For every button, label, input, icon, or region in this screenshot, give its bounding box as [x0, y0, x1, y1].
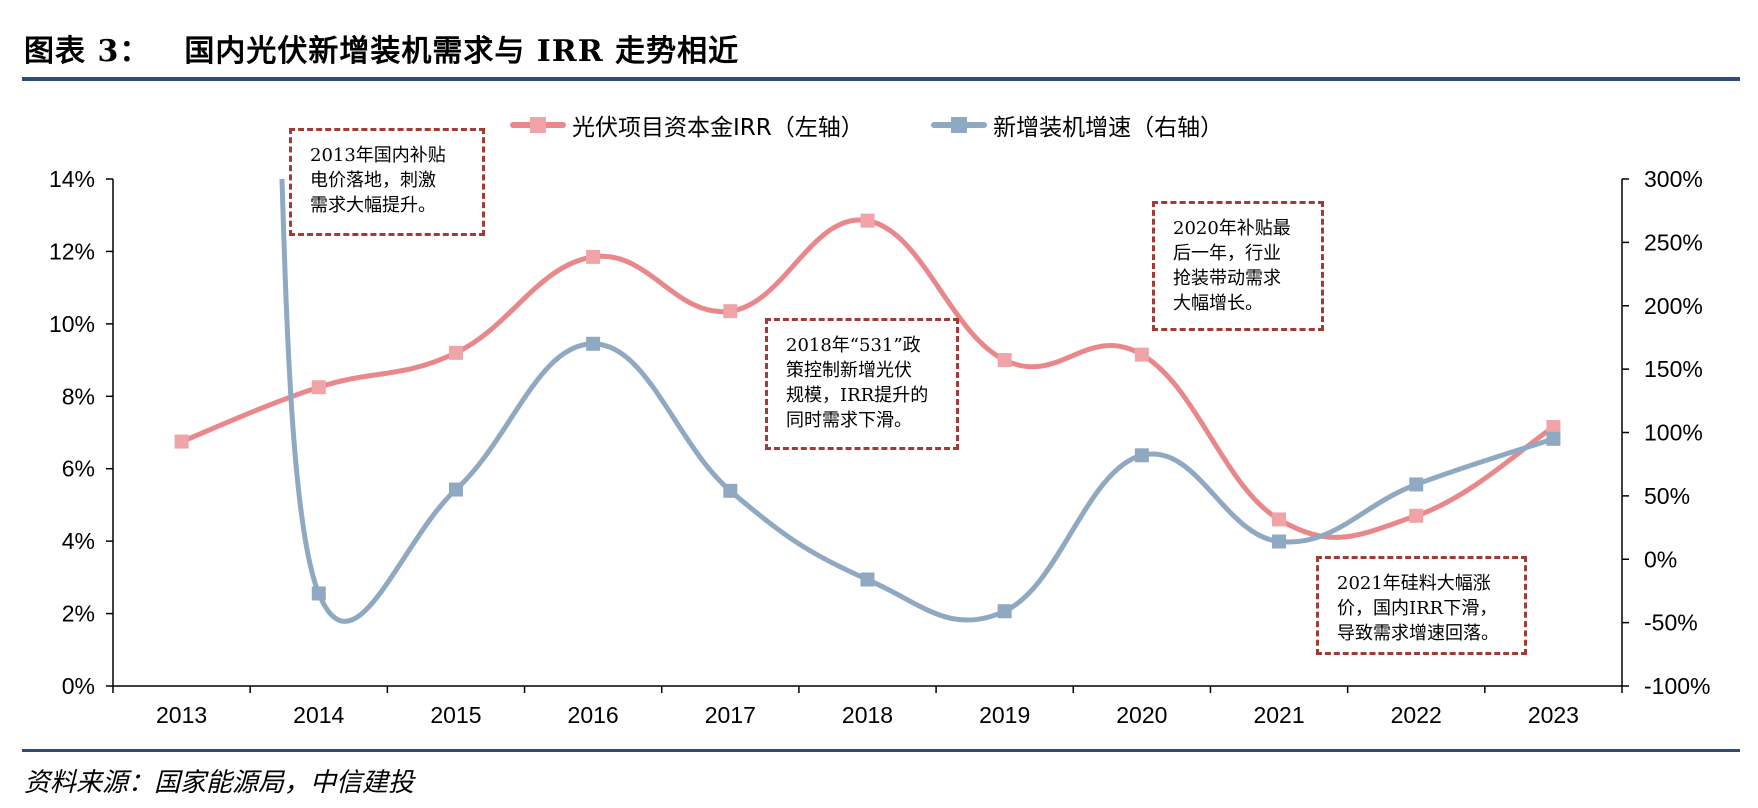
annotation-line: 2020年补贴最: [1173, 218, 1291, 239]
annotation-line: 价，国内IRR下滑，: [1337, 598, 1498, 619]
annotation-line: 2013年国内补贴: [310, 145, 446, 166]
data-point-growth: [997, 604, 1012, 619]
annotation-2021: 2021年硅料大幅涨 价，国内IRR下滑， 导致需求增速回落。: [1316, 556, 1527, 655]
bottom-rule: [22, 749, 1740, 752]
x-tick-label: 2015: [430, 702, 481, 728]
x-tick-label: 2023: [1528, 702, 1579, 728]
right-tick-label: 200%: [1644, 293, 1703, 319]
x-tick-label: 2020: [1116, 702, 1167, 728]
x-tick-label: 2013: [156, 702, 207, 728]
x-tick-label: 2018: [842, 702, 893, 728]
x-tick-label: 2017: [705, 702, 756, 728]
right-tick-label: 100%: [1644, 420, 1703, 446]
annotation-line: 后一年，行业: [1173, 243, 1281, 264]
left-tick-label: 6%: [62, 456, 95, 482]
annotation-2020: 2020年补贴最 后一年，行业 抢装带动需求 大幅增长。: [1152, 201, 1324, 331]
legend-label-irr: 光伏项目资本金IRR（左轴）: [572, 115, 864, 141]
right-tick-label: 50%: [1644, 483, 1690, 509]
source-note: 资料来源：国家能源局，中信建投: [24, 768, 415, 798]
left-tick-label: 8%: [62, 383, 95, 409]
right-tick-label: 250%: [1644, 229, 1703, 255]
data-point-irr: [1272, 512, 1287, 527]
data-point-irr: [1134, 347, 1149, 362]
data-point-irr: [311, 380, 326, 395]
data-point-irr: [860, 213, 875, 228]
figure-title-text: 国内光伏新增装机需求与 IRR 走势相近: [184, 34, 740, 69]
data-point-irr: [723, 304, 738, 319]
data-point-irr: [1409, 508, 1424, 523]
left-tick-label: 0%: [62, 673, 95, 699]
data-point-growth: [1546, 431, 1561, 446]
x-tick-label: 2019: [979, 702, 1030, 728]
left-tick-label: 2%: [62, 601, 95, 627]
right-tick-label: -50%: [1644, 610, 1698, 636]
left-tick-label: 10%: [49, 311, 95, 337]
left-tick-label: 12%: [49, 238, 95, 264]
annotation-2013: 2013年国内补贴 电价落地，刺激 需求大幅提升。: [289, 128, 485, 236]
annotation-line: 大幅增长。: [1173, 293, 1263, 314]
annotation-line: 策控制新增光伏: [786, 360, 912, 381]
annotation-line: 电价落地，刺激: [310, 170, 436, 191]
data-point-growth: [1134, 448, 1149, 463]
figure-number: 图表 3：: [24, 34, 151, 69]
figure-title: 图表 3： 国内光伏新增装机需求与 IRR 走势相近: [24, 26, 739, 70]
legend-item-growth: 新增装机增速（右轴）: [931, 108, 1223, 142]
data-point-irr: [997, 353, 1012, 368]
annotation-line: 2018年“531”政: [786, 335, 921, 356]
annotation-line: 同时需求下滑。: [786, 410, 912, 431]
left-tick-label: 4%: [62, 528, 95, 554]
left-tick-label: 14%: [49, 166, 95, 192]
x-tick-label: 2021: [1253, 702, 1304, 728]
data-point-growth: [860, 572, 875, 587]
data-point-irr: [448, 345, 463, 360]
x-tick-label: 2016: [568, 702, 619, 728]
data-point-irr: [586, 249, 601, 264]
right-tick-label: -100%: [1644, 673, 1710, 699]
data-point-growth: [586, 336, 601, 351]
data-point-growth: [1272, 534, 1287, 549]
data-point-irr: [1546, 420, 1561, 435]
data-point-growth: [1409, 477, 1424, 492]
right-tick-label: 300%: [1644, 166, 1703, 192]
right-tick-label: 150%: [1644, 356, 1703, 382]
right-tick-label: 0%: [1644, 546, 1677, 572]
legend-label-growth: 新增装机增速（右轴）: [993, 115, 1224, 141]
x-tick-label: 2014: [293, 702, 344, 728]
annotation-line: 抢装带动需求: [1173, 268, 1281, 289]
data-point-growth: [723, 483, 738, 498]
annotation-line: 2021年硅料大幅涨: [1337, 573, 1491, 594]
data-point-growth: [448, 482, 463, 497]
annotation-line: 规模，IRR提升的: [786, 385, 929, 406]
legend-item-irr: 光伏项目资本金IRR（左轴）: [510, 108, 864, 142]
top-rule: [22, 77, 1740, 81]
x-tick-label: 2022: [1391, 702, 1442, 728]
data-point-irr: [174, 434, 189, 449]
annotation-2018: 2018年“531”政 策控制新增光伏 规模，IRR提升的 同时需求下滑。: [765, 318, 959, 450]
legend-swatch-growth: [931, 117, 988, 133]
annotation-line: 导致需求增速回落。: [1337, 623, 1499, 644]
legend-swatch-irr: [510, 117, 566, 133]
annotation-line: 需求大幅提升。: [310, 195, 436, 216]
chart-legend: 光伏项目资本金IRR（左轴） 新增装机增速（右轴）: [510, 108, 1283, 142]
data-point-growth: [311, 586, 326, 601]
